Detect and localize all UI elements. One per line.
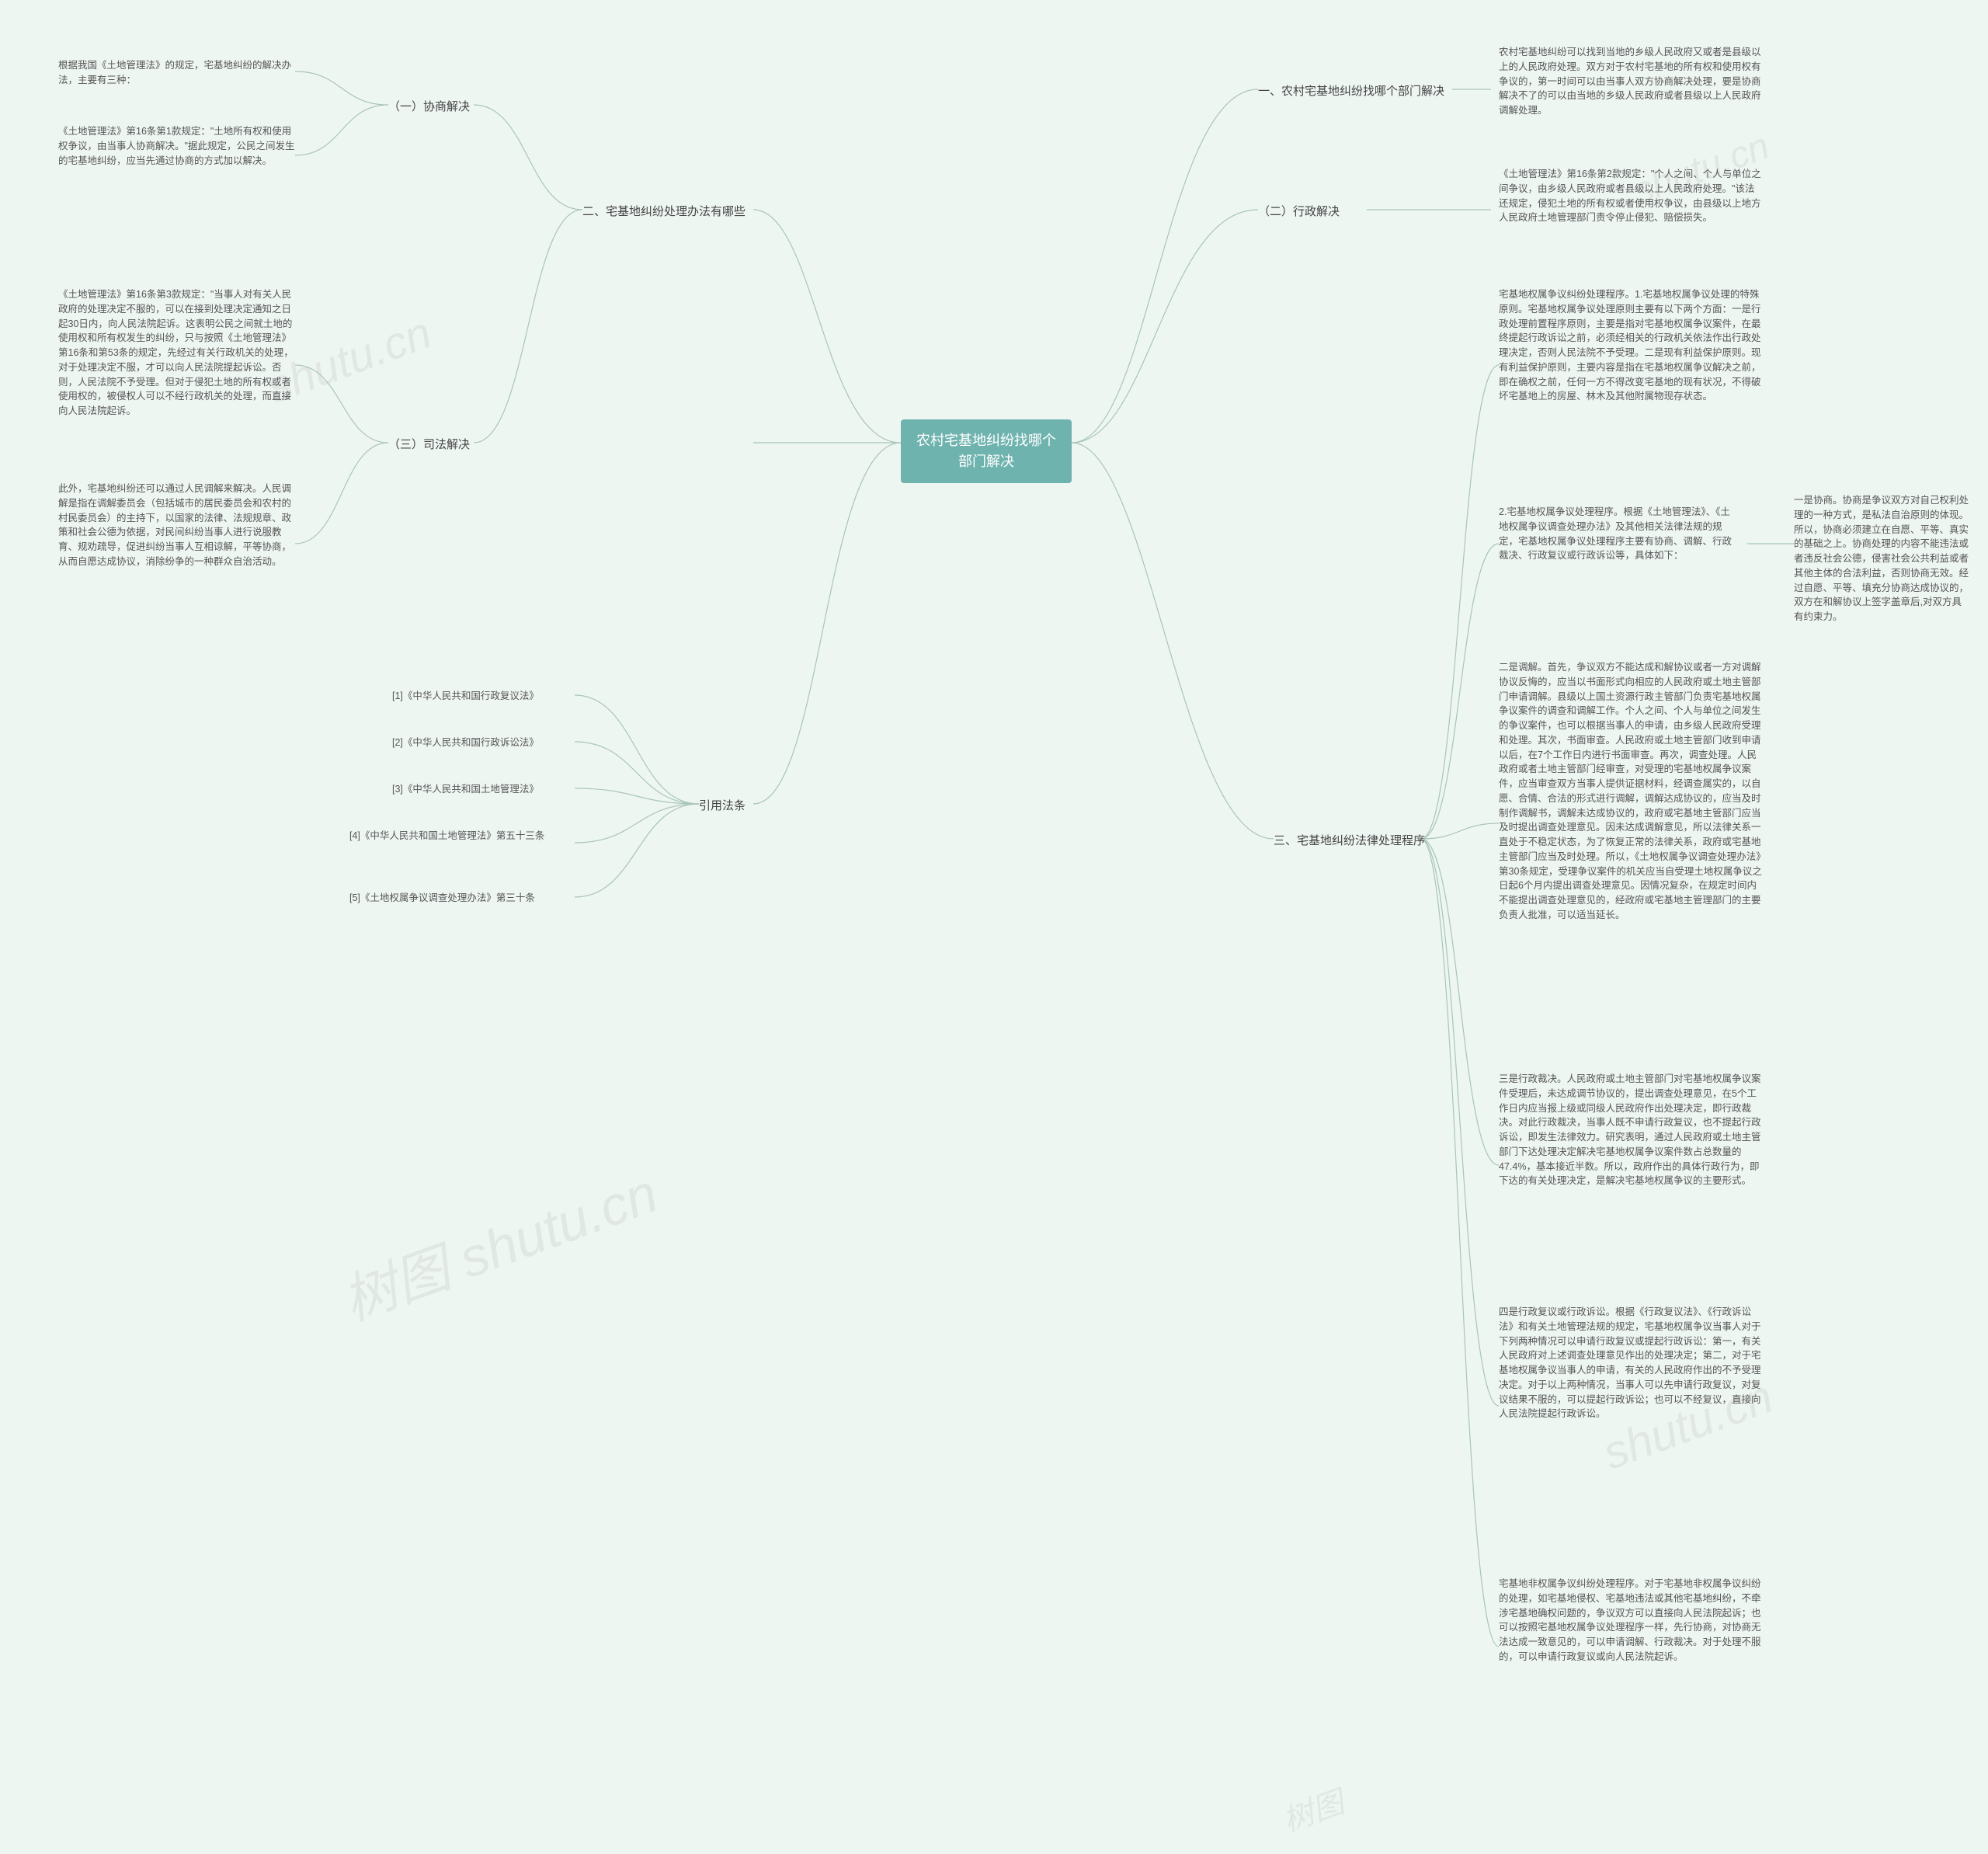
leaf-ref-5: [5]《土地权属争议调查处理办法》第三十条 — [349, 891, 575, 906]
leaf-proc-sub4: 四是行政复议或行政诉讼。根据《行政复议法》、《行政诉讼法》和有关土地管理法规的规… — [1499, 1305, 1763, 1421]
leaf-nego-2: 《土地管理法》第16条第1款规定："土地所有权和使用权争议，由当事人协商解决。"… — [58, 124, 295, 168]
branch-methods: 二、宅基地纠纷处理办法有哪些 — [582, 203, 746, 221]
branch-admin: （二）行政解决 — [1258, 203, 1340, 221]
leaf-proc-sub1: 一是协商。协商是争议双方对自己权利处理的一种方式，是私法自治原则的体现。所以，协… — [1794, 493, 1969, 624]
branch-procedure: 三、宅基地纠纷法律处理程序 — [1274, 833, 1425, 850]
leaf-proc-intro: 2.宅基地权属争议处理程序。根据《土地管理法》、《土地权属争议调查处理办法》及其… — [1499, 505, 1740, 563]
leaf-proc-a1: 宅基地权属争议纠纷处理程序。1.宅基地权属争议处理的特殊原则。宅基地权属争议处理… — [1499, 287, 1763, 404]
leaf-ref-2: [2]《中华人民共和国行政诉讼法》 — [392, 736, 539, 750]
watermark: 树图 shutu.cn — [331, 1150, 667, 1337]
leaf-proc-c1: 宅基地非权属争议纠纷处理程序。对于宅基地非权属争议纠纷的处理，如宅基地侵权、宅基… — [1499, 1577, 1763, 1664]
branch-judicial: （三）司法解决 — [388, 437, 470, 454]
leaf-proc-sub2: 二是调解。首先，争议双方不能达成和解协议或者一方对调解协议反悔的，应当以书面形式… — [1499, 660, 1763, 923]
leaf-ref-1: [1]《中华人民共和国行政复议法》 — [392, 689, 539, 704]
root-node: 农村宅基地纠纷找哪个部门解决 — [901, 419, 1072, 483]
leaf-admin-text: 《土地管理法》第16条第2款规定："个人之间、个人与单位之间争议，由乡级人民政府… — [1499, 167, 1763, 225]
watermark: 树图 — [1275, 1777, 1349, 1841]
connector-layer — [0, 0, 1988, 1854]
leaf-proc-sub3: 三是行政裁决。人民政府或土地主管部门对宅基地权属争议案件受理后，未达成调节协议的… — [1499, 1072, 1763, 1188]
branch-negotiate: （一）协商解决 — [388, 99, 470, 117]
leaf-jud-2: 此外，宅基地纠纷还可以通过人民调解来解决。人民调解是指在调解委员会（包括城市的居… — [58, 482, 295, 569]
branch-refs: 引用法条 — [699, 798, 746, 816]
leaf-dept-text: 农村宅基地纠纷可以找到当地的乡级人民政府又或者是县级以上的人民政府处理。双方对于… — [1499, 45, 1763, 118]
branch-dept: 一、农村宅基地纠纷找哪个部门解决 — [1258, 83, 1444, 101]
leaf-nego-1: 根据我国《土地管理法》的规定，宅基地纠纷的解决办法，主要有三种： — [58, 58, 295, 88]
leaf-jud-1: 《土地管理法》第16条第3款规定："当事人对有关人民政府的处理决定不服的，可以在… — [58, 287, 295, 419]
leaf-ref-4: [4]《中华人民共和国土地管理法》第五十三条 — [349, 829, 575, 844]
leaf-ref-3: [3]《中华人民共和国土地管理法》 — [392, 782, 539, 797]
